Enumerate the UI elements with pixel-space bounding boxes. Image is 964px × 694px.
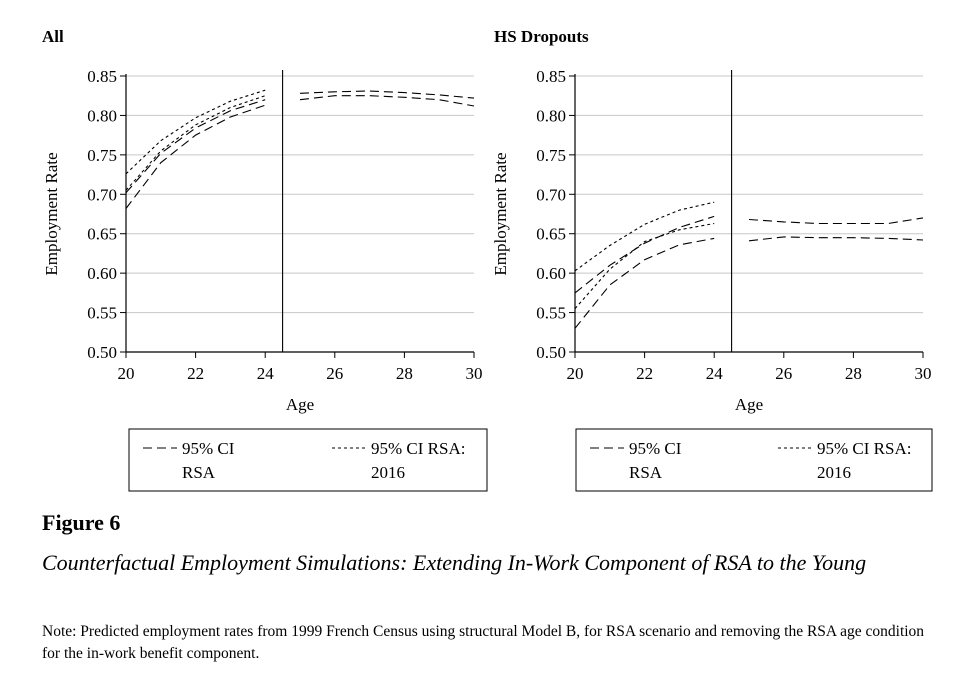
x-axis-label: Age: [286, 395, 314, 414]
figure-charts: All 0.50 0.55 0.60 0.65 0.70 0.75 0.80 0.85 20 22 2…: [42, 27, 933, 492]
y-tick-label: 0.75: [536, 146, 566, 165]
x-tick-label: 30: [466, 364, 483, 383]
series-line-6: [748, 217, 924, 225]
series-line-3: [574, 222, 715, 309]
legend-label: 2016: [817, 463, 851, 482]
figure-title: Counterfactual Employment Simulations: E…: [42, 550, 867, 575]
y-tick-label: 0.70: [87, 185, 117, 204]
legend-box: [575, 428, 933, 492]
y-tick-label: 0.85: [87, 67, 117, 86]
x-tick-label: 24: [257, 364, 275, 383]
x-tick-label: 20: [118, 364, 135, 383]
legend-label: 95% CI: [182, 439, 235, 458]
series-line-3: [125, 95, 266, 191]
y-tick-label: 0.80: [87, 106, 117, 125]
y-tick-label: 0.55: [87, 304, 117, 323]
x-axis-label: Age: [735, 395, 763, 414]
y-tick-label: 0.70: [536, 185, 566, 204]
y-tick-label: 0.50: [87, 343, 117, 362]
series-line-2: [125, 99, 266, 194]
x-tick-label: 28: [845, 364, 862, 383]
x-tick-label: 28: [396, 364, 413, 383]
y-tick-label: 0.55: [536, 304, 566, 323]
series-line-4: [125, 89, 266, 175]
figure-label: Figure 6: [42, 510, 121, 535]
y-axis-label: Employment Rate: [491, 152, 510, 275]
y-tick-label: 0.80: [536, 106, 566, 125]
x-tick-label: 26: [326, 364, 343, 383]
figure-note: Note: Predicted employment rates from 19…: [42, 623, 925, 662]
chart-panel-1: All 0.50 0.55 0.60 0.65 0.70 0.75 0.80 0.85 20 22 2…: [42, 27, 488, 492]
series-line-5: [748, 236, 924, 242]
legend-label: 95% CI RSA:: [817, 439, 911, 458]
y-tick-label: 0.65: [536, 225, 566, 244]
series-line-6: [299, 90, 475, 99]
legend: 95% CI RSA 95% CI RSA: 2016: [128, 428, 488, 492]
series-line-1: [125, 104, 266, 209]
x-tick-label: 20: [567, 364, 584, 383]
legend-label: 95% CI RSA:: [371, 439, 465, 458]
x-tick-label: 22: [636, 364, 653, 383]
series-line-5: [299, 95, 475, 107]
y-axis-label: Employment Rate: [42, 152, 61, 275]
legend-label: RSA: [182, 463, 216, 482]
series-line-2: [574, 215, 715, 294]
chart-title: All: [42, 27, 64, 46]
legend-label: 95% CI: [629, 439, 682, 458]
y-tick-label: 0.50: [536, 343, 566, 362]
y-tick-label: 0.75: [87, 146, 117, 165]
x-tick-label: 30: [915, 364, 932, 383]
series-line-1: [574, 237, 715, 329]
legend-label: RSA: [629, 463, 663, 482]
legend-box: [128, 428, 488, 492]
x-tick-label: 22: [187, 364, 204, 383]
y-tick-label: 0.60: [87, 264, 117, 283]
chart-title: HS Dropouts: [494, 27, 589, 46]
chart-panel-2: HS Dropouts 0.50 0.55 0.60 0.65 0.70 0.75 0.80 0…: [491, 27, 933, 492]
y-tick-label: 0.85: [536, 67, 566, 86]
y-tick-label: 0.65: [87, 225, 117, 244]
y-tick-label: 0.60: [536, 264, 566, 283]
x-tick-label: 24: [706, 364, 724, 383]
x-tick-label: 26: [775, 364, 792, 383]
series-line-4: [574, 201, 715, 272]
legend-label: 2016: [371, 463, 405, 482]
legend: 95% CI RSA 95% CI RSA: 2016: [575, 428, 933, 492]
